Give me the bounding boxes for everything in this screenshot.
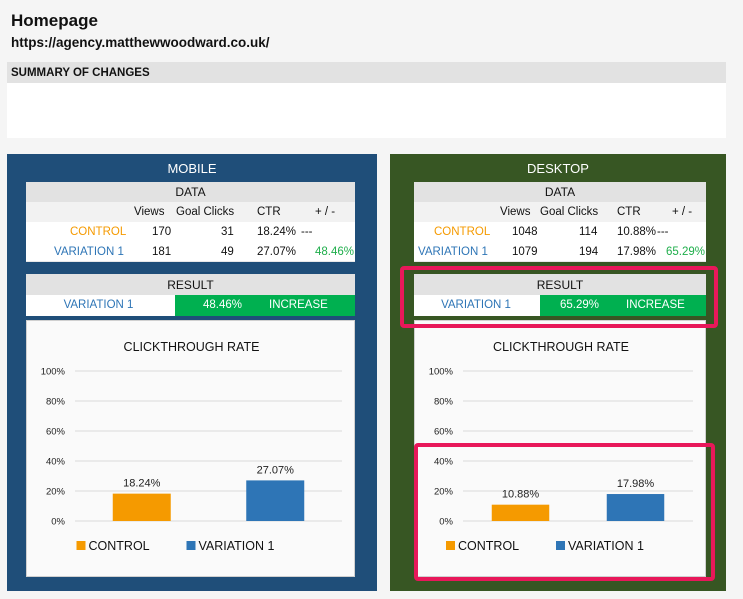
bar-variation <box>606 494 665 521</box>
result-highlight <box>400 266 718 328</box>
variation-ctr: 27.07% <box>257 246 297 258</box>
col-goal-clicks: Goal Clicks <box>176 206 235 218</box>
variation-ctr: 17.98% <box>617 246 657 258</box>
chart-svg: CLICKTHROUGH RATE 0% 20% 40% 60% 80% 100% 18.24… <box>41 340 342 553</box>
col-ctr: CTR <box>617 206 641 218</box>
y-tick-label: 60% <box>434 427 454 438</box>
variation-row: VARIATION 1 1079 194 17.98% 65.29% <box>414 242 706 262</box>
control-row: CONTROL 170 31 18.24% --- <box>26 222 355 242</box>
result-header: RESULT <box>414 274 706 295</box>
control-views: 1048 <box>512 226 538 238</box>
variation-goal-clicks: 49 <box>221 246 234 258</box>
variation-views: 181 <box>152 246 172 258</box>
col-diff: + / - <box>672 206 693 218</box>
y-tick-label: 60% <box>46 427 66 438</box>
page-url: https://agency.matthewwoodward.co.uk/ <box>11 35 270 50</box>
result-change: 48.46% <box>203 299 243 311</box>
legend-swatch <box>76 541 86 550</box>
result-variant: VARIATION 1 <box>63 299 134 311</box>
result-increase-cell: 48.46% INCREASE <box>175 295 355 316</box>
control-ctr: 10.88% <box>617 226 657 238</box>
control-ctr: 18.24% <box>257 226 297 238</box>
data-table: DATA Views Goal Clicks CTR + / - CONTROL… <box>414 182 706 262</box>
panel-title: MOBILE <box>167 161 217 176</box>
ctr-chart: CLICKTHROUGH RATE 0% 20% 40% 60% 80% 100% 18.24… <box>26 320 355 577</box>
legend-item: VARIATION 1 <box>199 539 275 553</box>
legend-item: CONTROL <box>458 539 519 553</box>
control-label: CONTROL <box>70 226 127 238</box>
result-table: RESULT VARIATION 1 48.46% INCREASE <box>26 274 355 316</box>
summary-text-area[interactable] <box>7 83 726 138</box>
mobile-panel: MOBILE DATA Views Goal Clicks CTR + / - … <box>7 154 377 591</box>
y-tick-label: 100% <box>429 367 454 378</box>
result-change: 65.29% <box>560 299 600 311</box>
chart-title: CLICKTHROUGH RATE <box>493 340 629 354</box>
page-title: Homepage <box>11 11 98 30</box>
data-header: DATA <box>414 182 706 202</box>
result-table: RESULT VARIATION 1 65.29% INCREASE <box>414 274 706 316</box>
legend-swatch <box>556 541 565 550</box>
result-verdict: INCREASE <box>269 299 328 311</box>
bar-control <box>491 504 550 521</box>
data-label: 27.07% <box>257 464 295 476</box>
summary-header: SUMMARY OF CHANGES <box>7 62 726 83</box>
result-verdict: INCREASE <box>626 299 685 311</box>
variation-diff: 48.46% <box>315 246 355 258</box>
col-ctr: CTR <box>257 206 281 218</box>
result-row: VARIATION 1 65.29% INCREASE <box>414 295 706 316</box>
control-diff: --- <box>657 226 669 238</box>
control-goal-clicks: 31 <box>221 226 234 238</box>
legend-item: VARIATION 1 <box>568 539 644 553</box>
y-tick-label: 0% <box>439 517 453 528</box>
col-views: Views <box>500 206 531 218</box>
control-goal-clicks: 114 <box>579 226 598 238</box>
control-diff: --- <box>301 226 313 238</box>
legend-swatch <box>186 541 196 550</box>
chart-svg: CLICKTHROUGH RATE 0% 20% 40% 60% 80% 100% 10.88… <box>429 340 693 553</box>
result-header: RESULT <box>26 274 355 295</box>
legend-swatch <box>446 541 455 550</box>
desktop-panel: DESKTOP DATA Views Goal Clicks CTR + / -… <box>390 154 726 591</box>
variation-diff: 65.29% <box>666 246 706 258</box>
y-tick-label: 0% <box>51 517 65 528</box>
y-tick-label: 80% <box>434 397 454 408</box>
variation-label: VARIATION 1 <box>418 246 488 258</box>
variation-goal-clicks: 194 <box>579 246 599 258</box>
column-header-row: Views Goal Clicks CTR + / - <box>26 202 355 222</box>
control-row: CONTROL 1048 114 10.88% --- <box>414 222 706 242</box>
y-tick-label: 40% <box>46 457 66 468</box>
control-views: 170 <box>152 226 172 238</box>
y-tick-label: 40% <box>434 457 454 468</box>
result-increase-cell: 65.29% INCREASE <box>540 295 706 316</box>
col-diff: + / - <box>315 206 336 218</box>
chart-title: CLICKTHROUGH RATE <box>124 340 260 354</box>
bar-variation <box>246 480 305 521</box>
data-label: 18.24% <box>123 478 161 490</box>
data-label: 17.98% <box>617 478 655 490</box>
y-tick-label: 100% <box>41 367 66 378</box>
data-label: 10.88% <box>502 489 540 501</box>
control-label: CONTROL <box>434 226 491 238</box>
y-tick-label: 20% <box>46 487 66 498</box>
y-tick-label: 20% <box>434 487 454 498</box>
legend-item: CONTROL <box>89 539 150 553</box>
column-header-row: Views Goal Clicks CTR + / - <box>414 202 706 222</box>
data-header: DATA <box>26 182 355 202</box>
data-table: DATA Views Goal Clicks CTR + / - CONTROL… <box>26 182 355 262</box>
col-views: Views <box>134 206 165 218</box>
chart-highlight <box>414 443 715 581</box>
result-row: VARIATION 1 48.46% INCREASE <box>26 295 355 316</box>
bar-control <box>112 493 171 521</box>
result-variant: VARIATION 1 <box>441 299 511 311</box>
col-goal-clicks: Goal Clicks <box>540 206 599 218</box>
variation-label: VARIATION 1 <box>54 246 124 258</box>
y-tick-label: 80% <box>46 397 66 408</box>
variation-row: VARIATION 1 181 49 27.07% 48.46% <box>26 242 355 262</box>
variation-views: 1079 <box>512 246 538 258</box>
ctr-chart: CLICKTHROUGH RATE 0% 20% 40% 60% 80% 100% 10.88… <box>414 320 706 577</box>
panel-title: DESKTOP <box>527 161 589 176</box>
